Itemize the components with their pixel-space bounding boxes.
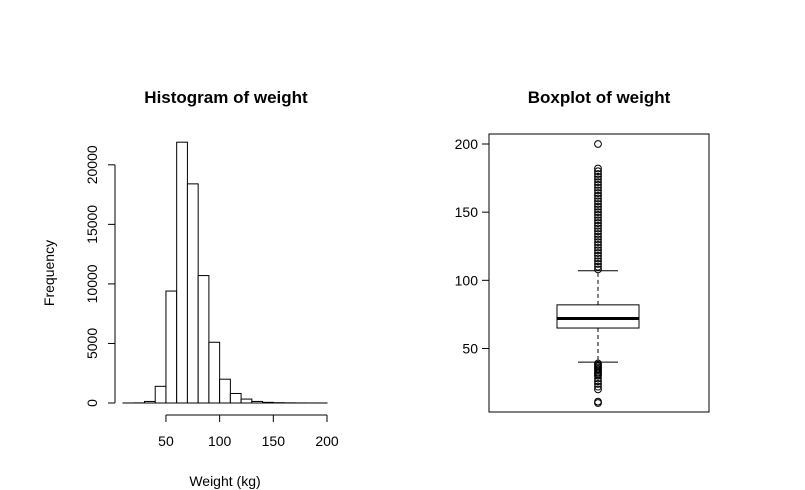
boxplot-outlier-point (594, 251, 602, 260)
histogram-x-tick-label: 200 (315, 433, 339, 449)
boxplot-outlier-point (594, 200, 602, 208)
histogram-title: Histogram of weight (144, 88, 308, 107)
boxplot-outliers (594, 140, 602, 407)
histogram-bar (251, 400, 264, 404)
histogram-x-label: Weight (kg) (189, 473, 260, 489)
boxplot-outlier-point (594, 167, 602, 176)
boxplot-outlier-point (594, 227, 602, 236)
boxplot-outlier-point (594, 175, 602, 184)
boxplot-outlier-point (594, 202, 602, 211)
boxplot-outlier-point (594, 235, 602, 244)
histogram-y-axis: 0 5000 10000 15000 20000 (84, 145, 116, 407)
boxplot-outlier-point (594, 380, 602, 388)
boxplot-outlier-point (594, 183, 602, 192)
histogram-y-tick-label: 5000 (84, 328, 100, 359)
histogram-y-tick-label: 20000 (84, 145, 100, 184)
boxplot-outlier-point (594, 194, 602, 203)
boxplot-outlier-point (594, 216, 602, 225)
boxplot-outlier-point (594, 164, 602, 173)
boxplot-frame (488, 133, 710, 413)
boxplot-outlier-point (594, 260, 602, 268)
boxplot-outlier-point (594, 172, 602, 181)
boxplot-outlier-point (594, 265, 602, 274)
histogram-bar (208, 341, 221, 404)
histogram-x-tick-label: 50 (158, 433, 174, 449)
histogram-bar (186, 183, 199, 404)
boxplot-panel: Boxplot of weight 50 100 150 200 (455, 88, 710, 413)
histogram-y-tick-label: 10000 (84, 264, 100, 303)
boxplot-outlier-point (594, 208, 602, 217)
boxplot-y-axis: 50 100 150 200 (455, 136, 489, 356)
histogram-y-tick-label: 15000 (84, 205, 100, 244)
boxplot-y-tick-label: 50 (462, 340, 478, 356)
histogram-x-tick-label: 150 (262, 433, 286, 449)
histogram-panel: Histogram of weight Weight (kg) Frequenc… (41, 88, 339, 489)
histogram-bar (229, 392, 242, 404)
histogram-bar (154, 385, 167, 404)
boxplot-outlier-point (594, 178, 602, 187)
boxplot-outlier-point (594, 191, 602, 200)
boxplot-outlier-point (594, 257, 602, 266)
histogram-x-axis: 50 100 150 200 (158, 414, 339, 449)
boxplot-outlier-point (594, 210, 602, 219)
boxplot-box (556, 270, 640, 363)
boxplot-outlier-point (594, 382, 602, 391)
boxplot-outlier-point (594, 197, 602, 206)
boxplot-outlier-point (594, 140, 602, 148)
histogram-bar (262, 401, 274, 404)
boxplot-y-tick-label: 100 (455, 272, 479, 288)
histogram-bars (122, 141, 328, 404)
boxplot-iqr-box (556, 304, 640, 329)
boxplot-outlier-point (594, 205, 602, 214)
histogram-bar (176, 141, 188, 404)
boxplot-outlier-point (594, 213, 602, 222)
boxplot-outlier-point (594, 170, 602, 178)
boxplot-y-tick-label: 200 (455, 136, 479, 152)
boxplot-outlier-point (594, 224, 602, 233)
boxplot-outlier-point (594, 254, 602, 263)
boxplot-outlier-point (594, 189, 602, 197)
histogram-y-label: Frequency (41, 240, 57, 306)
boxplot-outlier-point (594, 246, 602, 255)
histogram-bar (240, 398, 253, 404)
histogram-x-tick-label: 100 (208, 433, 232, 449)
boxplot-title: Boxplot of weight (528, 88, 671, 107)
boxplot-outlier-point (594, 359, 602, 368)
boxplot-outlier-point (594, 232, 602, 241)
histogram-y-tick-label: 0 (84, 399, 100, 407)
boxplot-outlier-point (594, 240, 602, 249)
boxplot-outlier-point (594, 238, 602, 247)
boxplot-outlier-point (594, 230, 602, 238)
boxplot-outlier-point (594, 243, 602, 252)
boxplot-outlier-point (594, 249, 602, 257)
boxplot-outlier-point (594, 397, 602, 406)
boxplot-outlier-point (594, 219, 602, 227)
boxplot-outlier-point (594, 262, 602, 271)
boxplot-y-tick-label: 150 (455, 204, 479, 220)
histogram-bar (219, 378, 231, 404)
boxplot-outlier-point (594, 221, 602, 230)
histogram-bar (197, 275, 210, 404)
boxplot-outlier-point (594, 180, 602, 189)
boxplot-outlier-point (594, 385, 602, 394)
boxplot-outlier-point (594, 186, 602, 195)
histogram-bar (165, 290, 178, 404)
histogram-bar (143, 400, 156, 404)
